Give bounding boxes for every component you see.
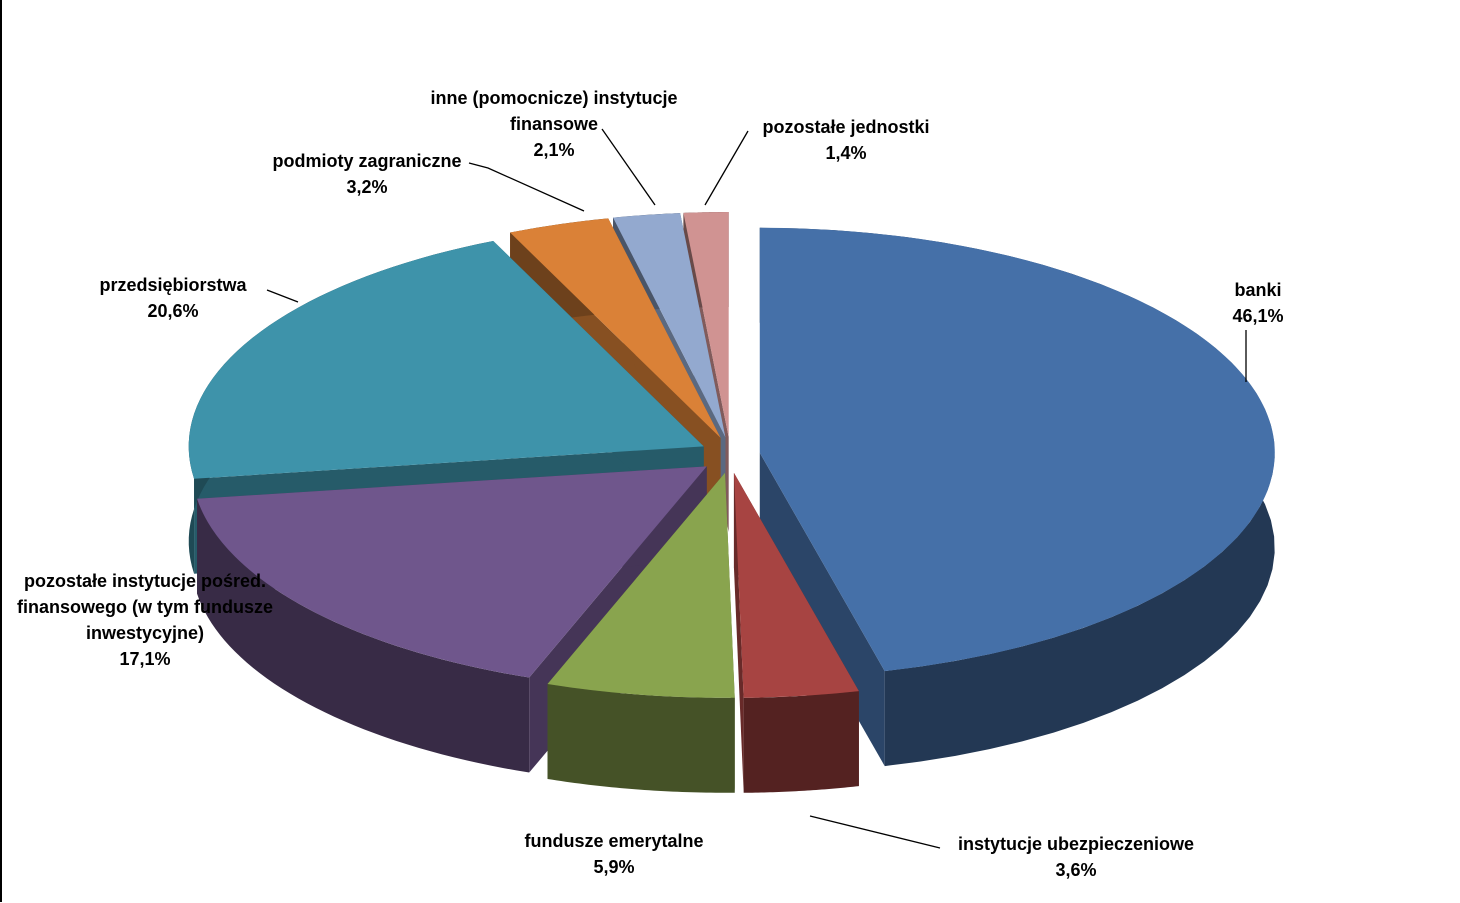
pie-slice-top [547,472,735,698]
slice-label: pozostałe instytucje pośred. finansowego … [17,571,273,669]
pie-slice-top [759,227,1275,672]
leader-line [468,162,585,212]
pie-slice-outer-wall [743,691,859,793]
pie-slice-outer-wall [197,498,530,773]
slice-value-label: 3,6% [1055,860,1096,880]
slice-name-line: fundusze emerytalne [524,831,703,851]
slice-label: instytucje ubezpieczeniowe 3,6% [958,834,1194,880]
pie-slice-top [683,212,729,438]
slice-value-label: 20,6% [147,301,198,321]
slice-name-line: inne (pomocnicze) instytucje [430,88,677,108]
slice-label: inne (pomocnicze) instytucje finansowe 2,1… [430,88,677,160]
slice-name-line: inwestycyjne) [86,623,204,643]
slice-name-line: przedsiębiorstwa [99,275,247,295]
slice-name-line: pozostałe jednostki [762,117,929,137]
pie-slice-top [188,240,704,479]
leader-line [266,289,299,303]
pie-slice-3 [547,472,735,793]
pie-slice-2 [733,472,859,793]
leader-line [601,128,656,206]
slice-value-label: 5,9% [593,857,634,877]
pie-slice-wall [733,472,744,793]
pie-slice-outer-wall [547,683,735,793]
slice-name-line: banki [1234,280,1281,300]
slice-name-line: podmioty zagraniczne [272,151,461,171]
leader-line [704,130,749,206]
pie-slice-top [197,466,707,678]
slice-name-line: finansowe [510,114,598,134]
slice-label: pozostałe jednostki 1,4% [762,117,929,163]
slice-name-line: finansowego (w tym fundusze [17,597,273,617]
slice-label: banki 46,1% [1232,280,1283,326]
pie-slice-top [733,472,859,698]
slice-value-label: 46,1% [1232,306,1283,326]
slice-value-label: 3,2% [346,177,387,197]
slice-label: przedsiębiorstwa 20,6% [99,275,247,321]
slice-label: fundusze emerytalne 5,9% [524,831,703,877]
slice-value-label: 2,1% [533,140,574,160]
slice-name-line: instytucje ubezpieczeniowe [958,834,1194,854]
slice-value-label: 1,4% [825,143,866,163]
pie-slice-top [510,218,721,438]
slice-label: podmioty zagraniczne 3,2% [272,151,461,197]
pie-slice-top [613,213,726,438]
slice-name-line: pozostałe instytucje pośred. [24,571,266,591]
leader-line [809,815,941,849]
slice-value-label: 17,1% [119,649,170,669]
